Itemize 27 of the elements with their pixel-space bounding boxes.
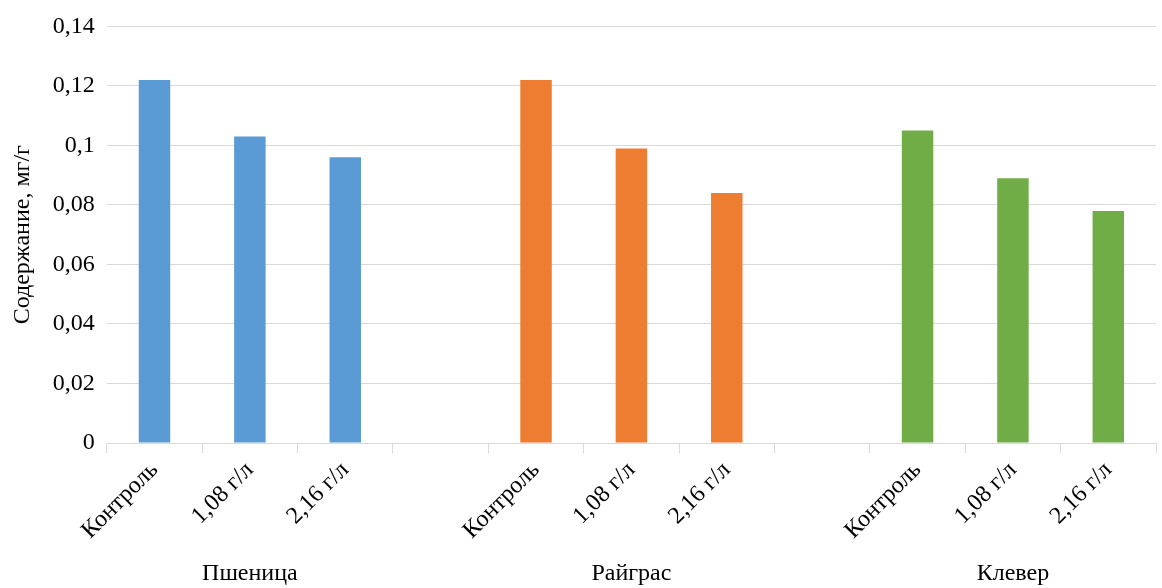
x-tick-label: 2,16 г/л bbox=[662, 455, 735, 529]
y-tick-label: 0,06 bbox=[52, 249, 95, 276]
bar bbox=[329, 157, 361, 443]
y-tick-label: 0,14 bbox=[52, 11, 95, 38]
bar bbox=[711, 193, 743, 443]
y-tick-label: 0,12 bbox=[52, 71, 95, 98]
x-tick-label: 1,08 г/л bbox=[185, 455, 258, 529]
y-tick-label: 0,02 bbox=[52, 368, 95, 395]
y-tick-label: 0,1 bbox=[64, 130, 95, 157]
y-tick-label: 0 bbox=[82, 428, 95, 455]
y-tick-label: 0,04 bbox=[52, 309, 95, 336]
bar bbox=[520, 79, 552, 443]
y-tick-label: 0,08 bbox=[52, 190, 95, 217]
x-tick-label: 1,08 г/л bbox=[948, 455, 1021, 529]
text: Пшеница bbox=[202, 559, 299, 586]
bar bbox=[138, 79, 171, 443]
x-tick-label: 1,08 г/л bbox=[566, 455, 640, 529]
bar bbox=[901, 130, 934, 443]
bar bbox=[234, 136, 266, 443]
bar bbox=[997, 178, 1029, 443]
bar bbox=[615, 148, 648, 443]
text: Клевер bbox=[976, 559, 1050, 586]
x-tick-label: 2,16 г/л bbox=[280, 455, 354, 529]
bar bbox=[1092, 210, 1125, 443]
y-axis-title: Содержание, мг/г bbox=[7, 144, 34, 325]
x-tick-label: 2,16 г/л bbox=[1043, 455, 1117, 529]
text: Райграс bbox=[591, 559, 672, 586]
